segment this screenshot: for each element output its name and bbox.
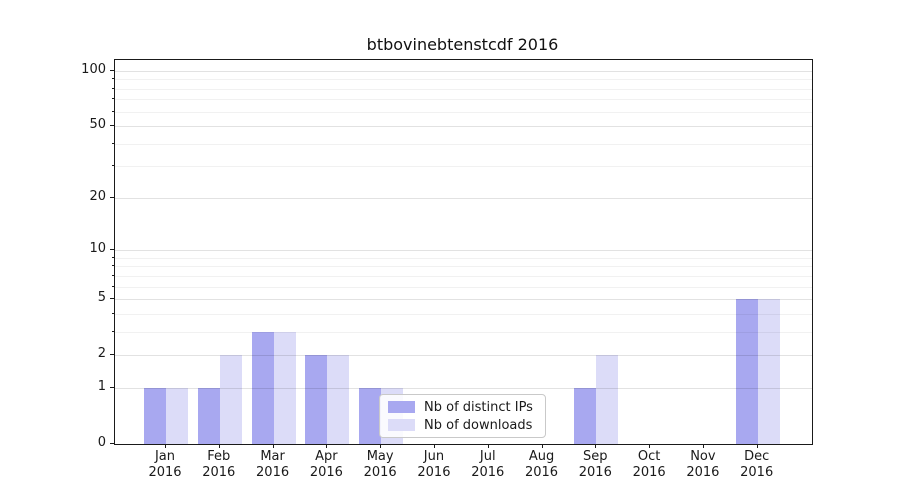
x-tick-mark bbox=[541, 444, 543, 448]
x-axis-tick-label: Jul 2016 bbox=[471, 449, 505, 480]
bar-downloads bbox=[596, 355, 619, 444]
bar-downloads bbox=[757, 299, 780, 444]
y-axis-tick-label: 5 bbox=[97, 290, 106, 306]
bar-distinct-ips bbox=[359, 387, 382, 444]
bar-distinct-ips bbox=[305, 355, 328, 444]
gridline-major bbox=[115, 250, 812, 252]
y-tick-mark bbox=[110, 443, 114, 444]
bar-downloads bbox=[327, 355, 350, 444]
gridline-minor bbox=[115, 275, 812, 277]
x-axis-tick-label: Feb 2016 bbox=[202, 449, 236, 480]
y-tick-mark bbox=[110, 386, 114, 388]
y-minor-tick-mark bbox=[112, 98, 114, 100]
gridline-major bbox=[115, 387, 812, 389]
gridline-major bbox=[115, 299, 812, 301]
x-axis-tick-label: May 2016 bbox=[363, 449, 397, 480]
gridline-major bbox=[115, 355, 812, 357]
x-axis-tick-label: Jan 2016 bbox=[148, 449, 182, 480]
legend-swatch-downloads bbox=[388, 419, 415, 431]
x-tick-mark bbox=[380, 444, 382, 448]
chart-title: btbovinebtenstcdf 2016 bbox=[366, 35, 559, 54]
gridline-minor bbox=[115, 88, 812, 90]
x-axis-tick-label: Oct 2016 bbox=[632, 449, 666, 480]
y-minor-tick-mark bbox=[112, 110, 114, 112]
bar-downloads bbox=[273, 331, 296, 444]
x-tick-mark bbox=[487, 444, 489, 448]
gridline-major bbox=[115, 71, 812, 72]
y-minor-tick-mark bbox=[112, 312, 114, 314]
gridline-minor bbox=[115, 99, 812, 101]
y-tick-mark bbox=[110, 354, 114, 356]
y-minor-tick-mark bbox=[112, 87, 114, 89]
x-tick-mark bbox=[595, 444, 597, 448]
bar-distinct-ips bbox=[251, 331, 274, 444]
x-tick-mark bbox=[218, 444, 220, 448]
y-axis-tick-label: 20 bbox=[89, 188, 106, 204]
y-tick-mark bbox=[110, 196, 114, 198]
legend: Nb of distinct IPs Nb of downloads bbox=[379, 394, 546, 438]
x-tick-mark bbox=[272, 444, 274, 448]
y-axis-tick-label: 2 bbox=[97, 346, 106, 362]
gridline-minor bbox=[115, 143, 812, 145]
y-axis-tick-label: 0 bbox=[97, 435, 106, 450]
gridline-minor bbox=[115, 266, 812, 268]
y-minor-tick-mark bbox=[112, 285, 114, 287]
y-tick-mark bbox=[110, 125, 114, 127]
y-minor-tick-mark bbox=[112, 274, 114, 276]
x-tick-mark bbox=[433, 444, 435, 448]
y-minor-tick-mark bbox=[112, 265, 114, 267]
y-minor-tick-mark bbox=[112, 165, 114, 167]
x-axis-tick-label: Sep 2016 bbox=[578, 449, 612, 480]
x-tick-mark bbox=[702, 444, 704, 448]
x-axis-tick-label: Mar 2016 bbox=[256, 449, 290, 480]
bar-distinct-ips bbox=[574, 387, 597, 444]
y-minor-tick-mark bbox=[112, 142, 114, 144]
x-axis-tick-label: Nov 2016 bbox=[686, 449, 720, 480]
y-minor-tick-mark bbox=[112, 330, 114, 332]
gridline-minor bbox=[115, 79, 812, 81]
x-tick-mark bbox=[756, 444, 758, 448]
x-tick-mark bbox=[165, 444, 166, 448]
x-axis-tick-label: Jun 2016 bbox=[417, 449, 451, 480]
y-axis-tick-label: 10 bbox=[89, 241, 106, 257]
x-tick-mark bbox=[649, 444, 651, 448]
gridline-minor bbox=[115, 257, 812, 259]
legend-item-distinct-ips: Nb of distinct IPs bbox=[388, 400, 537, 415]
bar-distinct-ips bbox=[735, 299, 758, 444]
x-axis-tick-label: Apr 2016 bbox=[309, 449, 343, 480]
bar-distinct-ips bbox=[197, 387, 220, 444]
gridline-minor bbox=[115, 111, 812, 113]
legend-item-downloads: Nb of downloads bbox=[388, 418, 537, 433]
legend-label-distinct-ips: Nb of distinct IPs bbox=[424, 399, 533, 415]
y-tick-mark bbox=[110, 298, 114, 300]
y-axis-tick-label: 50 bbox=[89, 117, 106, 133]
y-minor-tick-mark bbox=[112, 256, 114, 258]
gridline-minor bbox=[115, 166, 812, 168]
y-axis-tick-label: 100 bbox=[81, 62, 106, 77]
bars-layer bbox=[115, 60, 812, 444]
x-axis-tick-label: Aug 2016 bbox=[524, 449, 559, 480]
gridline-minor bbox=[115, 313, 812, 315]
y-minor-tick-mark bbox=[112, 78, 114, 80]
gridline-minor bbox=[115, 331, 812, 333]
legend-label-downloads: Nb of downloads bbox=[424, 417, 533, 433]
gridline-minor bbox=[115, 286, 812, 288]
y-tick-mark bbox=[110, 249, 114, 251]
y-tick-mark bbox=[110, 70, 114, 71]
plot-area bbox=[114, 59, 813, 445]
y-axis-tick-label: 1 bbox=[97, 378, 106, 394]
gridline-major bbox=[115, 197, 812, 199]
bar-downloads bbox=[166, 387, 188, 444]
x-axis-tick-label: Dec 2016 bbox=[740, 449, 774, 480]
legend-swatch-distinct-ips bbox=[388, 401, 415, 413]
bar-downloads bbox=[219, 355, 242, 444]
gridline-major bbox=[115, 126, 812, 128]
grid-layer bbox=[115, 60, 812, 444]
x-tick-mark bbox=[326, 444, 328, 448]
bar-distinct-ips bbox=[144, 387, 166, 444]
